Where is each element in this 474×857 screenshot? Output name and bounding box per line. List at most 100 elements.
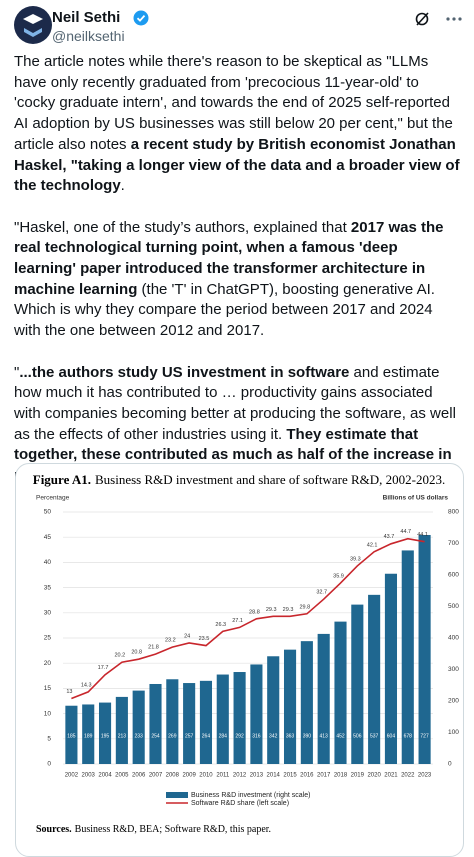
y2-tick-label: 600 [448,572,459,579]
bold-text: 2017 was the real technological turning … [14,218,444,298]
verified-badge [133,10,149,26]
y-tick-label: 15 [44,685,52,692]
line-value-label: 42.1 [367,542,378,548]
paragraph: The article notes while there's reason t… [14,52,462,197]
y-tick-label: 5 [47,736,51,743]
y-tick-label: 50 [44,509,52,516]
x-tick-label: 2003 [82,773,96,779]
y-tick-label: 40 [44,559,52,566]
paragraph: "...the authors study US investment in s… [14,363,462,487]
line-value-label: 20.2 [115,653,126,659]
paragraph: "Haskel, one of the study’s authors, exp… [14,218,462,342]
bar [351,604,364,764]
avatar[interactable] [14,6,52,44]
text: The article notes while there's reason t… [14,53,453,153]
bar [267,656,280,764]
bar-value-label: 264 [202,733,211,739]
line-value-label: 29.3 [283,607,294,613]
bar-value-label: 292 [235,733,244,739]
y2-tick-label: 200 [448,698,459,705]
y-tick-label: 25 [44,635,52,642]
bar [401,550,414,764]
header-icons[interactable] [414,10,464,28]
y2-tick-label: 500 [448,603,459,610]
line-value-label: 29.8 [300,604,311,610]
x-tick-label: 2002 [65,773,79,779]
title-text: Business R&D investment and share of sof… [95,472,445,487]
x-tick-label: 2018 [334,773,348,779]
x-tick-label: 2022 [401,773,415,779]
legend-label: Business R&D investment (right scale) [191,792,310,799]
chart-title: Figure A1. Business R&D investment and sh… [33,472,446,487]
sources: Sources. Business R&D, BEA; Software R&D,… [36,824,271,835]
bar-value-label: 678 [404,733,413,739]
bar [98,702,112,764]
x-tick-label: 2010 [199,773,213,779]
bar-value-label: 233 [135,733,144,739]
line-value-label: 43.7 [384,534,395,540]
line-value-label: 26.3 [215,622,226,628]
line-value-label: 27.1 [232,618,243,624]
sources-text: Business R&D, BEA; Software R&D, this pa… [75,824,271,835]
text: " [14,363,20,381]
bar-value-label: 269 [168,733,177,739]
line-value-label: 32.7 [316,590,327,596]
x-tick-label: 2006 [132,773,146,779]
x-tick-label: 2013 [250,773,264,779]
x-tick-label: 2021 [384,773,398,779]
bar-value-label: 390 [303,733,312,739]
bar-value-label: 604 [387,733,396,739]
y2-tick-label: 0 [448,761,452,768]
x-tick-label: 2020 [367,773,381,779]
x-tick-label: 2004 [98,773,112,779]
line-value-label: 23.5 [199,636,210,642]
bar-value-label: 195 [101,733,110,739]
y-tick-label: 0 [47,761,51,768]
bar [199,680,213,764]
bar [384,573,398,764]
author-handle[interactable]: @neilksethi [52,28,125,44]
bar-value-label: 185 [67,733,76,739]
y-tick-label: 30 [44,610,52,617]
bar [166,679,179,764]
line-value-label: 21.8 [148,645,159,651]
bar-value-label: 284 [219,733,228,739]
title-label: Figure A1. [33,472,91,487]
bar [115,696,128,764]
tweet-text: The article notes while there's reason t… [14,52,462,549]
bar [149,683,162,764]
bar [233,672,246,764]
y-tick-label: 35 [44,584,52,591]
bar [368,594,381,764]
line-value-label: 28.8 [249,609,260,615]
bold-text: ...the authors study US investment in so… [19,363,350,381]
line-value-label: 35.9 [333,574,344,580]
x-tick-label: 2012 [233,773,247,779]
bar-value-label: 537 [370,733,379,739]
bar [334,621,347,764]
x-tick-label: 2015 [283,773,297,779]
line [71,537,425,700]
y2-tick-label: 800 [448,509,459,516]
bar [65,705,78,764]
author-name[interactable]: Neil Sethi [52,9,121,26]
bar-value-label: 363 [286,733,295,739]
x-tick-label: 2009 [182,773,196,779]
bar [250,664,263,764]
y2-tick-label: 700 [448,540,459,547]
line-value-label: 13 [66,689,72,695]
line-value-label: 39.3 [350,556,361,562]
bold-text: a recent study by British economist Jona… [14,135,460,195]
x-tick-label: 2008 [166,773,180,779]
tweet-image[interactable]: Figure A1. Business R&D investment and sh… [15,463,464,857]
y2-tick-label: 400 [448,635,459,642]
bar-value-label: 727 [420,733,429,739]
x-tick-label: 2016 [300,773,314,779]
x-tick-label: 2005 [115,773,129,779]
text: and estimate how much it has contributed… [14,363,456,443]
line-value-label: 44.1 [417,532,428,538]
bar [300,641,313,764]
line-value-label: 23.2 [165,638,176,644]
line-value-label: 20.8 [131,650,142,656]
